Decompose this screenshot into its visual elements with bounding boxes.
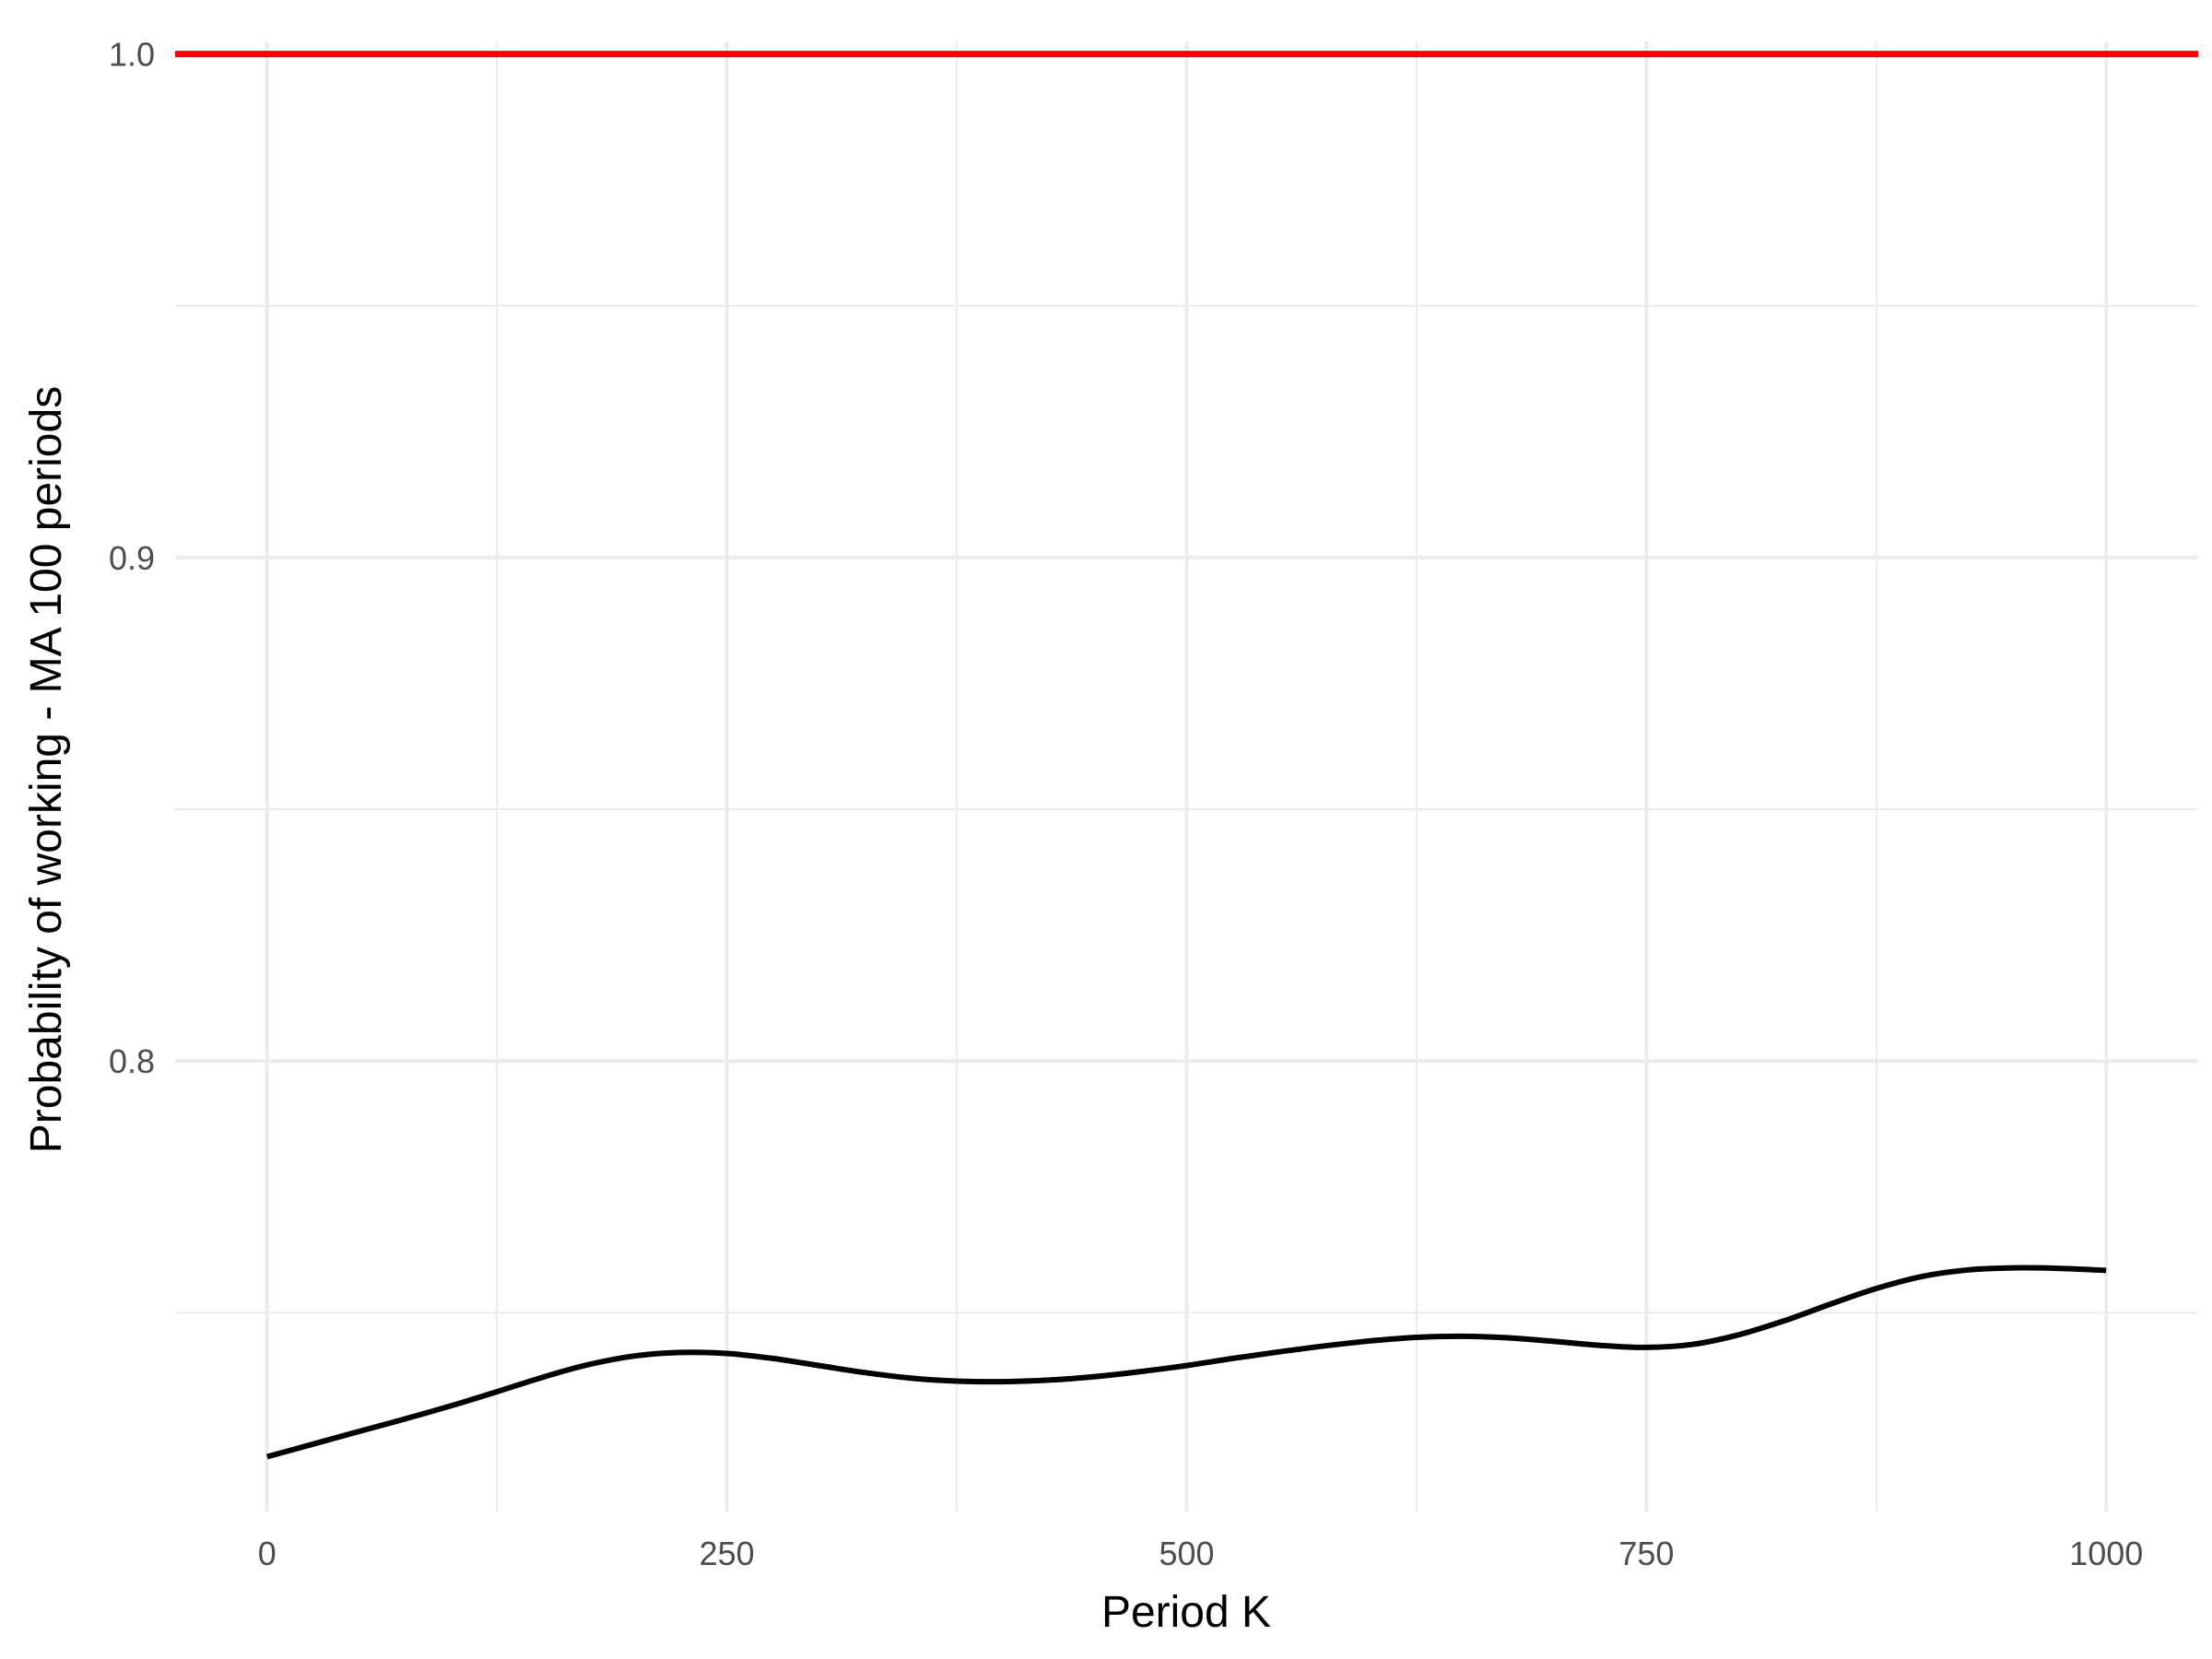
x-tick-label: 1000 bbox=[2069, 1535, 2143, 1572]
x-tick-label: 750 bbox=[1618, 1535, 1674, 1572]
y-tick-label: 0.9 bbox=[109, 539, 155, 577]
x-tick-label: 500 bbox=[1159, 1535, 1214, 1572]
y-axis-tick-labels: 0.8 0.9 1.0 bbox=[109, 36, 155, 1080]
x-axis-tick-labels: 0 250 500 750 1000 bbox=[258, 1535, 2144, 1572]
series-layer bbox=[265, 1265, 2107, 1460]
x-tick-label: 0 bbox=[258, 1535, 276, 1572]
series-line bbox=[265, 1265, 2107, 1460]
x-tick-label: 250 bbox=[700, 1535, 755, 1572]
y-tick-label: 1.0 bbox=[109, 36, 155, 74]
y-axis-title: Probability of working - MA 100 periods bbox=[22, 386, 71, 1153]
x-axis-title: Period K bbox=[1101, 1588, 1271, 1637]
y-tick-label: 0.8 bbox=[109, 1042, 155, 1080]
